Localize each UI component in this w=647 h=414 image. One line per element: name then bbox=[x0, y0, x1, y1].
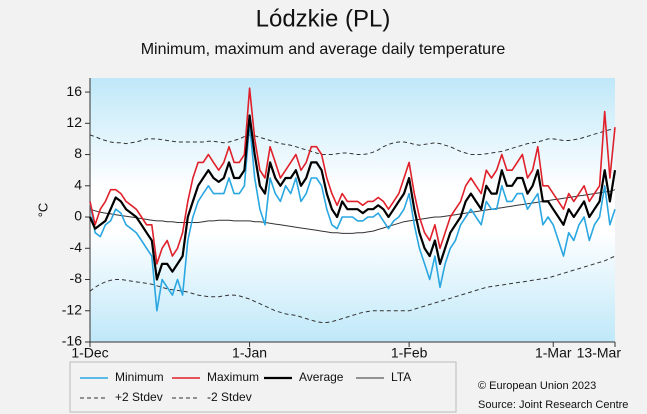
y-tick-label: 8 bbox=[74, 145, 82, 161]
y-tick-label: 12 bbox=[66, 114, 82, 130]
series-line bbox=[89, 87, 616, 265]
series-line bbox=[89, 255, 616, 323]
series-line bbox=[89, 122, 616, 312]
chart-title: Lódzkie (PL) bbox=[256, 5, 391, 32]
y-tick-label: -12 bbox=[62, 301, 82, 317]
legend-label: Maximum bbox=[207, 370, 259, 384]
legend-label: Average bbox=[299, 370, 344, 384]
y-tick-label: 0 bbox=[74, 208, 82, 224]
series-line bbox=[89, 189, 616, 234]
legend-label: LTA bbox=[391, 370, 411, 384]
y-tick-label: -16 bbox=[62, 333, 82, 349]
x-tick-label: 1-Dec bbox=[71, 345, 108, 361]
legend bbox=[69, 361, 457, 413]
series-line bbox=[89, 129, 615, 155]
x-tick-label: 13-Mar bbox=[577, 345, 622, 361]
y-tick-label: 4 bbox=[74, 176, 82, 192]
x-tick-label: 1-Feb bbox=[391, 345, 428, 361]
y-axis-label: °C bbox=[35, 203, 50, 218]
chart-subtitle: Minimum, maximum and average daily tempe… bbox=[141, 41, 506, 58]
y-tick-label: -4 bbox=[70, 239, 83, 255]
legend-label: Minimum bbox=[115, 370, 164, 384]
legend-label: -2 Stdev bbox=[207, 390, 252, 404]
x-tick-label: 1-Jan bbox=[232, 345, 267, 361]
y-tick-label: -8 bbox=[70, 270, 83, 286]
y-tick-label: 16 bbox=[66, 83, 82, 99]
x-tick-label: 1-Mar bbox=[535, 345, 572, 361]
copyright: © European Union 2023 bbox=[478, 380, 596, 392]
source: Source: Joint Research Centre bbox=[478, 399, 628, 411]
series-line bbox=[88, 114, 617, 281]
legend-label: +2 Stdev bbox=[115, 390, 163, 404]
